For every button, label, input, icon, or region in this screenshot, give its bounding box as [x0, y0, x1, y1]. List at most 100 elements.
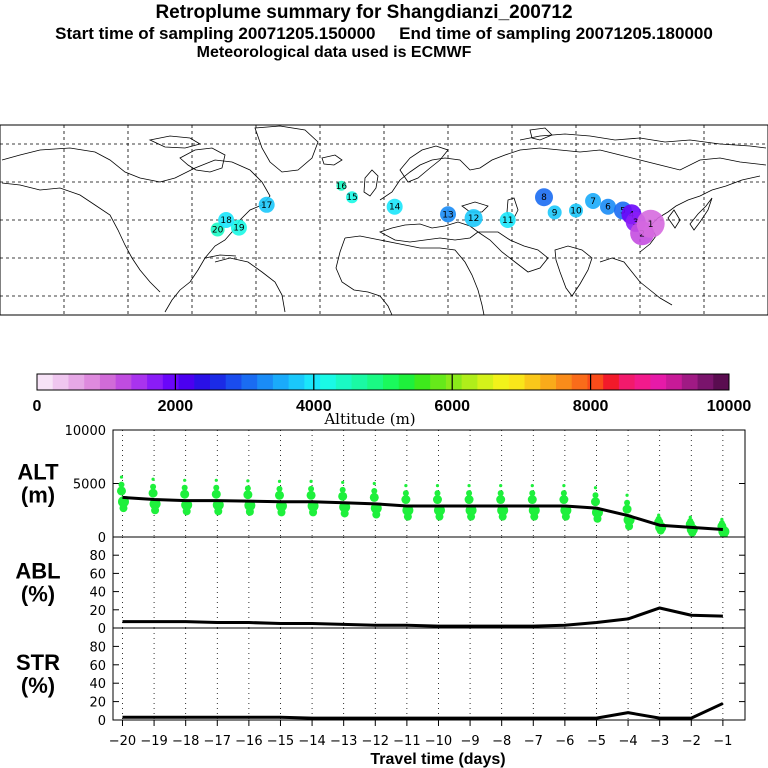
altitude-point [432, 495, 442, 505]
panel-str: 0 20 40 60 80 STR(%) [16, 627, 746, 729]
plume-point-label: 14 [389, 203, 401, 213]
panel-frame [112, 536, 746, 629]
altitude-point [562, 484, 566, 488]
x-tick-label: −14 [298, 734, 325, 749]
map-grid [0, 125, 768, 315]
colorbar-swatch [210, 374, 227, 390]
coast-mediterranean [378, 221, 479, 243]
altitude-point [527, 495, 537, 505]
colorbar-swatch [304, 374, 321, 390]
altitude-point [150, 483, 157, 490]
plume-point [258, 196, 275, 213]
altitude-point [528, 504, 540, 516]
altitude-point [530, 484, 534, 488]
colorbar-swatch [335, 374, 352, 390]
altitude-point [657, 513, 661, 517]
colorbar-axis-label: Altitude (m) [323, 410, 415, 428]
altitude-point [151, 506, 160, 515]
altitude-point [656, 526, 665, 535]
altitude-point [180, 489, 190, 499]
colorbar-swatch [37, 374, 54, 390]
plume-point [547, 205, 562, 220]
colorbar-swatch [587, 374, 604, 390]
altitude-point [402, 490, 409, 497]
altitude-point [688, 515, 692, 519]
altitude-point [338, 491, 348, 501]
coast-europe [379, 147, 767, 201]
mean-line [122, 606, 723, 628]
x-tick-label: −12 [362, 734, 389, 749]
y-tick-label: 80 [89, 640, 106, 655]
altitude-point [309, 479, 313, 483]
plume-point [585, 193, 602, 209]
coast-novaya [529, 127, 553, 141]
altitude-point [499, 484, 503, 488]
sampling-times: Start time of sampling 20071205.150000 E… [55, 24, 713, 43]
x-axis-label: Travel time (days) [370, 751, 505, 768]
y-axis-label: STR [16, 650, 60, 675]
colorbar-swatch [383, 374, 400, 390]
y-tick-label: 40 [89, 586, 106, 601]
x-tick-label: −8 [492, 734, 511, 749]
plume-point-label: 1 [648, 220, 654, 230]
colorbar-tick-label: 6000 [434, 398, 470, 415]
altitude-point [119, 504, 128, 513]
colorbar-swatch [524, 374, 541, 390]
met-data-note: Meteorological data used is ECMWF [196, 44, 472, 61]
colorbar-swatch [257, 374, 274, 390]
colorbar-swatch [445, 374, 463, 390]
plume-point-label: 8 [541, 193, 547, 203]
y-tick-label: 20 [89, 604, 106, 619]
colorbar-tick-label: 2000 [158, 398, 194, 415]
colorbar-swatch [430, 374, 447, 390]
colorbar-swatch [68, 374, 85, 390]
x-tick-label: −10 [425, 734, 452, 749]
altitude-point [466, 490, 473, 497]
altitude-point [687, 517, 694, 524]
altitude-point [498, 512, 507, 521]
coast-india [554, 245, 593, 297]
altitude-point [655, 515, 662, 522]
coast-north-america-west [1, 182, 161, 293]
y-tick-label: 0 [98, 714, 106, 729]
x-tick-label: −7 [524, 734, 543, 749]
altitude-point [560, 490, 567, 497]
altitude-point [306, 490, 316, 500]
altitude-point [244, 485, 251, 492]
colorbar-swatch [272, 374, 290, 390]
altitude-point [435, 484, 440, 488]
altitude-point [403, 512, 412, 521]
colorbar-swatch [84, 374, 101, 390]
coast-africa-west [335, 237, 393, 316]
y-tick-label: 40 [89, 677, 106, 692]
chart-title: Retroplume summary for Shangdianzi_20071… [155, 2, 573, 23]
altitude-point [339, 486, 346, 493]
y-tick-label: 0 [98, 622, 106, 637]
altitude-point [118, 481, 125, 488]
colorbar-swatch [178, 374, 195, 390]
y-axis-unit: (m) [21, 483, 55, 508]
altitude-point [624, 499, 631, 506]
panel-alt: 0 5000 10000 ALT(m) [17, 424, 746, 546]
plume-point-label: 12 [468, 214, 479, 224]
coast-se-asia [599, 257, 673, 306]
x-tick-label: −1 [713, 734, 732, 749]
altitude-point [625, 493, 629, 497]
coast-hudson [179, 147, 226, 173]
altitude-point [274, 490, 284, 500]
colorbar-frame [36, 373, 730, 391]
y-tick-label: 0 [98, 531, 106, 546]
plume-point [535, 188, 553, 207]
altitude-point [593, 486, 598, 490]
colorbar-swatch [634, 374, 651, 390]
altitude-point [404, 484, 408, 488]
altitude-point [434, 490, 441, 497]
coast-arctic-islands [148, 135, 202, 149]
x-tick-label: −11 [393, 734, 420, 749]
plume-point-label: 13 [442, 210, 453, 220]
altitude-point [559, 495, 569, 505]
altitude-point [625, 522, 634, 531]
title-block: Retroplume summary for Shangdianzi_20071… [0, 2, 768, 62]
coast-scandinavia [399, 145, 449, 183]
x-tick-label: −18 [172, 734, 199, 749]
